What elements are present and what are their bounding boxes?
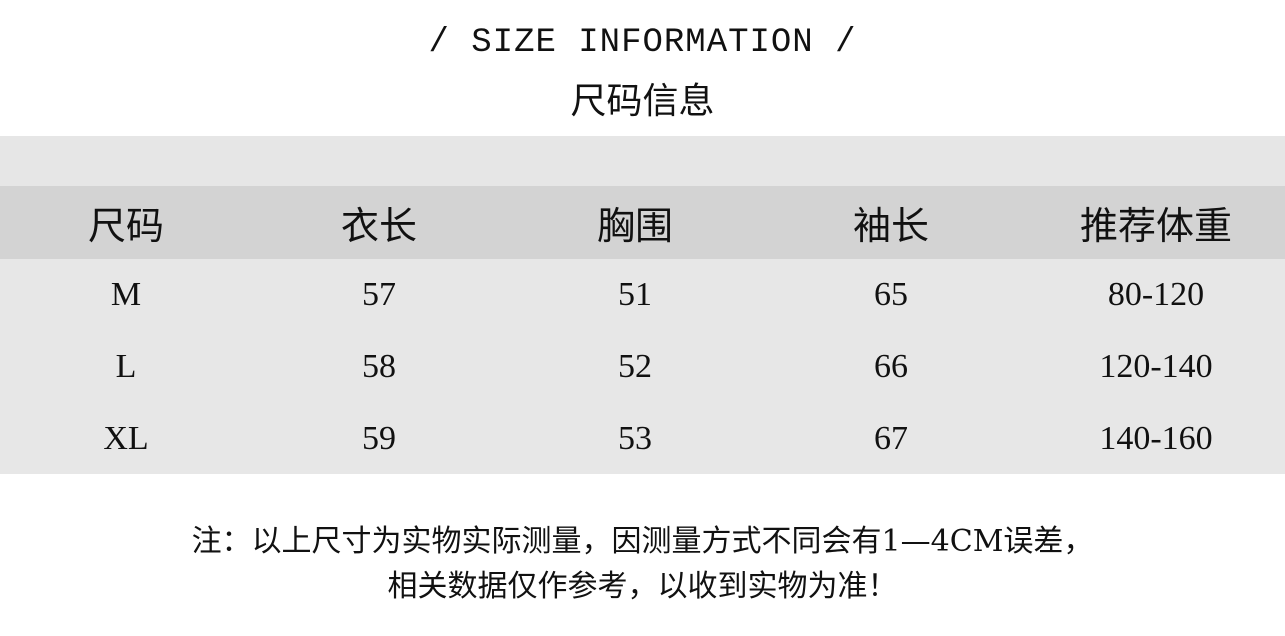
table-row: M 57 51 65 80-120 bbox=[0, 259, 1285, 331]
cell-chest: 51 bbox=[618, 276, 652, 313]
spacer-band bbox=[0, 136, 1285, 186]
cell-sleeve: 66 bbox=[874, 348, 908, 385]
cell-chest: 53 bbox=[618, 420, 652, 457]
cell-length: 57 bbox=[362, 276, 396, 313]
cell-size: M bbox=[110, 276, 142, 313]
cell-sleeve: 67 bbox=[874, 420, 908, 457]
table-header-row: 尺码 衣长 胸围 袖长 推荐体重 bbox=[0, 186, 1285, 259]
note-line-2: 相关数据仅作参考，以收到实物为准！ bbox=[387, 569, 898, 604]
note-line-1: 注：以上尺寸为实物实际测量，因测量方式不同会有1—4CM误差， bbox=[191, 524, 1094, 559]
cell-sleeve: 65 bbox=[874, 276, 908, 313]
header-chest: 胸围 bbox=[596, 204, 673, 248]
title-chinese: 尺码信息 bbox=[570, 81, 715, 122]
cell-chest: 52 bbox=[618, 348, 652, 385]
cell-size: XL bbox=[103, 420, 149, 457]
table-body: M 57 51 65 80-120 L 58 52 66 120-140 XL … bbox=[0, 259, 1285, 474]
header-weight: 推荐体重 bbox=[1079, 204, 1232, 248]
header-sleeve: 袖长 bbox=[852, 204, 929, 248]
cell-length: 58 bbox=[362, 348, 396, 385]
cell-weight: 80-120 bbox=[1107, 276, 1205, 313]
table-row: L 58 52 66 120-140 bbox=[0, 331, 1285, 403]
header-size: 尺码 bbox=[87, 204, 164, 248]
table-row: XL 59 53 67 140-160 bbox=[0, 403, 1285, 475]
cell-weight: 140-160 bbox=[1099, 420, 1213, 457]
header-length: 衣长 bbox=[340, 204, 417, 248]
cell-weight: 120-140 bbox=[1099, 348, 1213, 385]
size-table: 尺码 衣长 胸围 袖长 推荐体重 M 57 51 65 80-120 L 58 … bbox=[0, 186, 1285, 474]
cell-length: 59 bbox=[362, 420, 396, 457]
cell-size: L bbox=[115, 348, 137, 385]
title-english: / SIZE INFORMATION / bbox=[428, 24, 857, 62]
